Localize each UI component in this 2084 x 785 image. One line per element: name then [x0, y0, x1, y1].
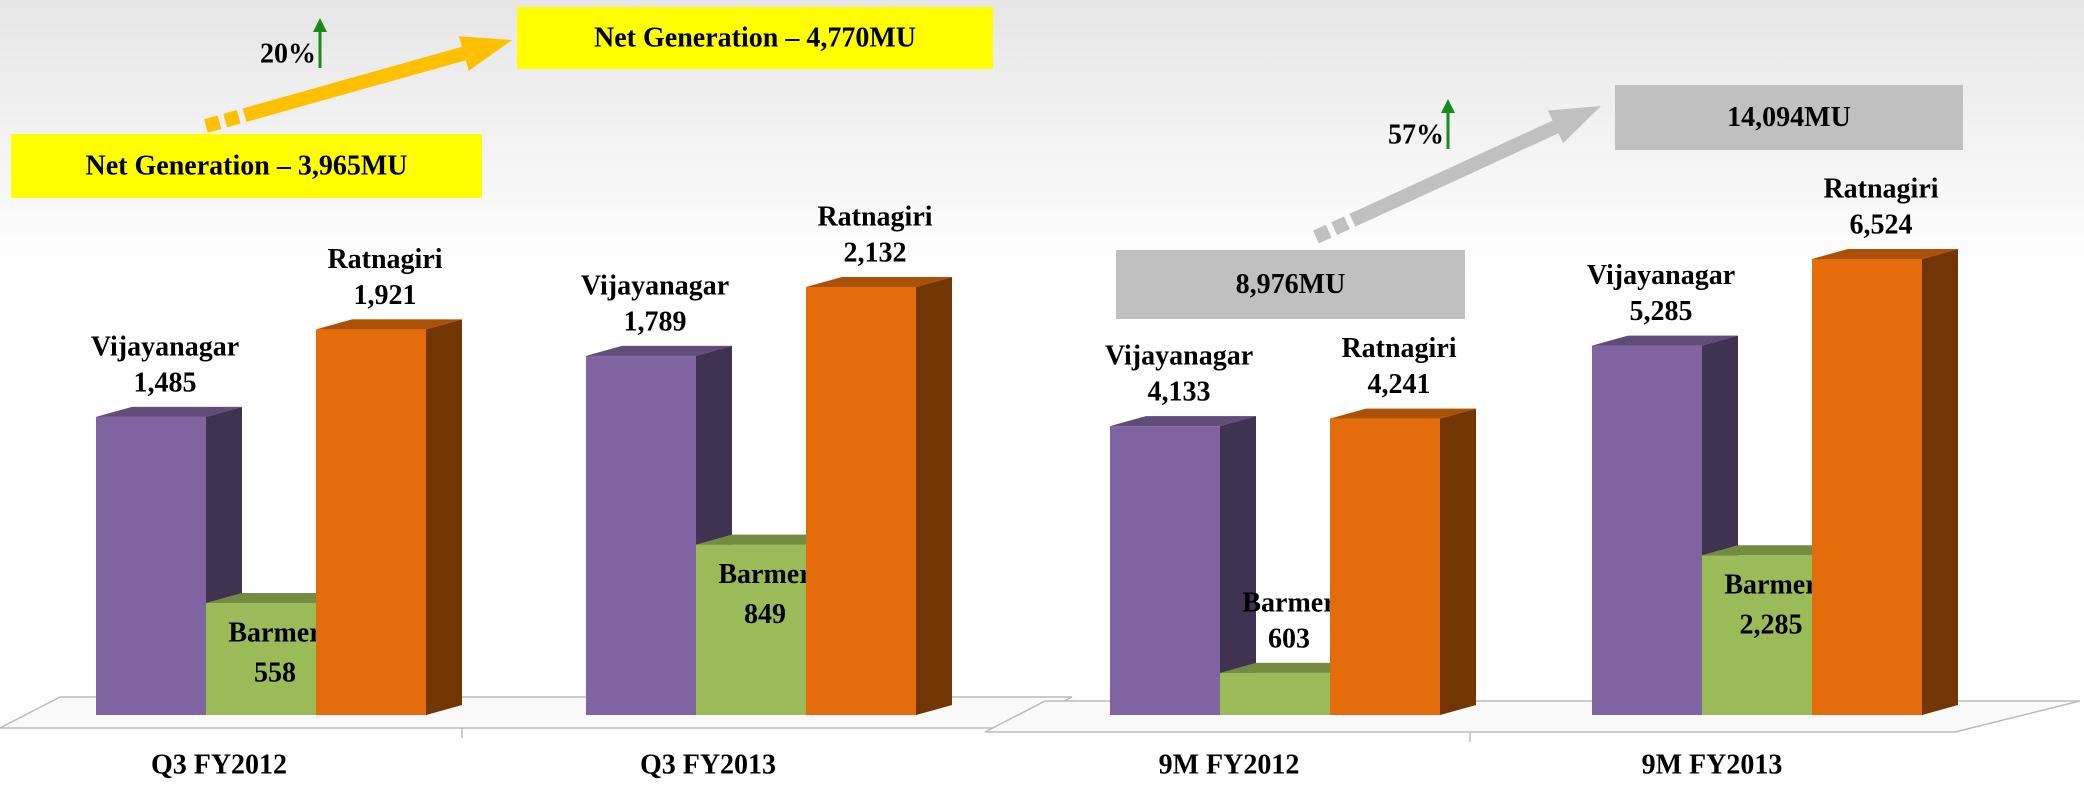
growth-arrow-dash — [1331, 216, 1350, 236]
bar — [206, 602, 316, 715]
value-label: 4,241 — [1368, 369, 1431, 400]
bar-top — [1702, 545, 1848, 556]
bar — [696, 544, 806, 715]
bar-top-shade — [1702, 545, 1848, 556]
value-label: 2,132 — [844, 237, 907, 268]
value-label: 1,789 — [624, 306, 687, 337]
bar-top-shade — [806, 277, 952, 287]
bar-top — [1592, 335, 1738, 346]
total-box — [11, 134, 482, 198]
bar — [1592, 345, 1702, 715]
bar-side-shade — [916, 277, 952, 715]
bar-top-shade — [586, 345, 732, 356]
growth-label: 57% — [1388, 119, 1444, 150]
series-label: Barmer — [228, 617, 321, 648]
bar-side-shade — [426, 319, 462, 715]
bar-top — [1220, 662, 1366, 673]
bar — [1110, 426, 1220, 715]
bar-side-shade — [1220, 416, 1256, 715]
total-label: 8,976MU — [1236, 269, 1346, 300]
series-label: Ratnagiri — [327, 244, 442, 275]
total-label: 14,094MU — [1727, 102, 1851, 133]
growth-up-arrow-head — [1441, 99, 1455, 113]
bar-top — [696, 534, 842, 545]
bar-top-shade — [1592, 335, 1738, 346]
series-label: Ratnagiri — [817, 201, 932, 232]
x-tick-label: Q3 FY2012 — [151, 749, 287, 780]
bar-top — [206, 592, 352, 603]
bar-top — [96, 406, 242, 417]
bar-side-shade — [1922, 249, 1958, 715]
total-box — [1116, 250, 1465, 319]
bar — [1330, 418, 1440, 715]
total-box — [517, 7, 993, 69]
bar-top-shade — [96, 406, 242, 417]
series-label: Vijayanagar — [91, 331, 239, 362]
growth-label: 20% — [260, 38, 316, 69]
growth-arrow-dash — [223, 110, 241, 128]
bar-top — [586, 345, 732, 356]
value-label: 6,524 — [1850, 209, 1913, 240]
bar-top — [806, 277, 952, 287]
value-label: 5,285 — [1630, 296, 1693, 327]
bar-top — [1330, 408, 1476, 419]
bar-top-shade — [696, 534, 842, 545]
value-label: 603 — [1268, 623, 1310, 654]
bar-top-shade — [1330, 408, 1476, 419]
value-label: 849 — [744, 599, 786, 630]
x-tick-label: 9M FY2013 — [1642, 749, 1783, 780]
bar — [316, 329, 426, 715]
series-label: Barmer — [718, 559, 811, 590]
bar-top-shade — [206, 592, 352, 603]
bar — [586, 355, 696, 715]
growth-arrow — [1349, 106, 1601, 227]
value-label: 1,485 — [134, 367, 197, 398]
x-tick-label: Q3 FY2013 — [640, 749, 776, 780]
growth-up-arrow-head — [313, 18, 327, 32]
growth-arrow-dash — [1313, 224, 1332, 244]
value-label: 2,285 — [1740, 610, 1803, 641]
series-label: Ratnagiri — [1341, 333, 1456, 364]
growth-arrow-dash — [204, 115, 222, 133]
series-label: Vijayanagar — [1587, 260, 1735, 291]
bar-top — [1812, 249, 1958, 259]
series-label: Vijayanagar — [581, 270, 729, 301]
bar-top-shade — [1220, 662, 1366, 673]
bar-top — [316, 319, 462, 330]
bar — [1220, 672, 1330, 715]
total-label: Net Generation – 4,770MU — [594, 22, 916, 53]
total-box — [1615, 85, 1963, 150]
value-label: 1,921 — [354, 280, 417, 311]
bar-top — [1110, 416, 1256, 427]
bar — [1702, 555, 1812, 715]
bar-top-shade — [316, 319, 462, 330]
bar-top-shade — [1812, 249, 1958, 259]
bar-top-shade — [1110, 416, 1256, 427]
bar-side-shade — [1440, 408, 1476, 715]
bar — [1812, 259, 1922, 715]
growth-arrow — [242, 36, 512, 122]
bar — [96, 416, 206, 715]
series-label: Vijayanagar — [1105, 341, 1253, 372]
bar — [806, 287, 916, 715]
x-tick-label: 9M FY2012 — [1159, 749, 1300, 780]
value-label: 558 — [254, 657, 296, 688]
value-label: 4,133 — [1148, 377, 1211, 408]
total-label: Net Generation – 3,965MU — [86, 150, 408, 181]
series-label: Ratnagiri — [1823, 173, 1938, 204]
series-label: Barmer — [1242, 587, 1335, 618]
series-label: Barmer — [1724, 570, 1817, 601]
